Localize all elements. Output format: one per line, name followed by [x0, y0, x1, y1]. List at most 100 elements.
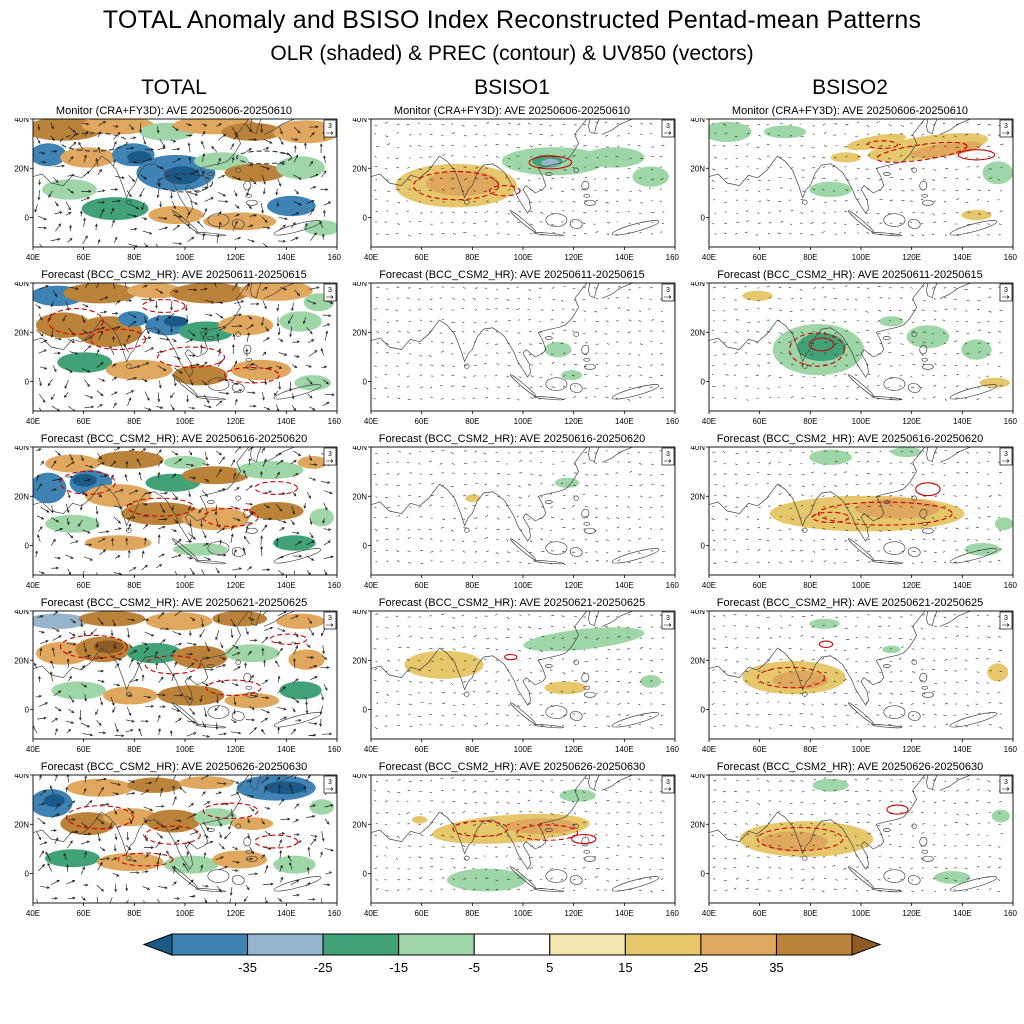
x-tick-label: 60E [77, 417, 91, 426]
vector-reference-value: 3 [1004, 123, 1008, 130]
panel-title: Forecast (BCC_CSM2_HR): AVE 20250616-202… [716, 433, 984, 445]
olr-shaded-region [33, 613, 88, 629]
x-tick-label: 160E [666, 253, 679, 262]
olr-shaded-region [447, 868, 526, 892]
y-tick-label: 20N [690, 164, 705, 173]
olr-shaded-region [121, 502, 201, 526]
y-tick-label: 40N [14, 118, 29, 124]
olr-shaded-region [279, 681, 322, 700]
y-tick-label: 20N [690, 492, 705, 501]
prec-contour [269, 633, 308, 645]
colorbar-label: -15 [389, 960, 408, 975]
x-tick-label: 160E [328, 745, 341, 754]
colorbar-segment [398, 933, 475, 956]
y-tick-label: 20N [352, 656, 367, 665]
x-tick-label: 40E [702, 745, 716, 754]
panel-title: Monitor (CRA+FY3D): AVE 20250606-2025061… [393, 105, 631, 117]
coastline [709, 447, 998, 565]
wind-vectors [373, 777, 665, 893]
x-tick-label: 100E [852, 253, 871, 262]
olr-shaded-region [239, 283, 313, 301]
prec-contour [757, 666, 826, 689]
y-tick-label: 20N [14, 656, 29, 665]
x-tick-label: 40E [364, 417, 378, 426]
x-tick-label: 160E [328, 909, 341, 918]
x-tick-label: 140E [277, 909, 296, 918]
x-tick-label: 100E [176, 909, 195, 918]
wind-vectors [711, 450, 1004, 565]
x-tick-label: 40E [364, 745, 378, 754]
x-tick-label: 80E [803, 581, 817, 590]
olr-shaded-region [33, 472, 67, 504]
map: 3 40E 60E 80E 100E 120E 140E 160E 40N 20N 0 [14, 774, 341, 918]
wind-vectors [373, 613, 665, 730]
olr-shaded-region [96, 853, 164, 871]
x-tick-label: 160E [666, 581, 679, 590]
y-tick-label: 40N [14, 446, 29, 452]
coastline [371, 119, 660, 237]
panel-title: Forecast (BCC_CSM2_HR): AVE 20250616-202… [40, 433, 308, 445]
prec-contour [202, 507, 259, 527]
olr-shaded-region [273, 535, 316, 551]
y-tick-label: 40N [14, 282, 29, 288]
prec-contour [504, 653, 518, 661]
olr-shaded-region [412, 816, 428, 824]
x-tick-label: 100E [176, 581, 195, 590]
olr-shaded-region [267, 195, 316, 217]
olr-shaded-region [127, 283, 182, 299]
x-tick-label: 160E [1004, 253, 1017, 262]
olr-shaded-region [182, 466, 249, 485]
prec-contour [126, 497, 195, 517]
x-tick-label: 160E [1004, 909, 1017, 918]
coastline [709, 119, 998, 237]
x-tick-label: 160E [1004, 581, 1017, 590]
x-tick-label: 40E [702, 909, 716, 918]
olr-shaded-region [230, 817, 274, 830]
olr-shaded-region [224, 163, 286, 182]
panel-title: Forecast (BCC_CSM2_HR): AVE 20250621-202… [716, 597, 984, 609]
x-tick-label: 100E [514, 417, 533, 426]
prec-contour [117, 852, 174, 867]
y-tick-label: 20N [352, 328, 367, 337]
y-tick-label: 0 [363, 706, 368, 715]
x-tick-label: 80E [465, 253, 479, 262]
y-tick-label: 0 [25, 214, 30, 223]
x-tick-label: 40E [364, 253, 378, 262]
y-tick-label: 0 [25, 706, 30, 715]
y-tick-label: 0 [25, 542, 30, 551]
x-tick-label: 100E [176, 253, 195, 262]
panel-title: Forecast (BCC_CSM2_HR): AVE 20250626-202… [378, 761, 646, 773]
x-tick-label: 140E [615, 253, 634, 262]
vector-reference-value: 3 [666, 451, 670, 458]
map: 3 40E 60E 80E 100E 120E 140E 160E 40N 20N 0 [352, 774, 679, 918]
olr-shaded-region [93, 640, 125, 654]
olr-shaded-region [60, 812, 116, 836]
olr-shaded-region [236, 461, 304, 479]
coastline [371, 283, 660, 401]
wind-vectors [711, 613, 1003, 729]
x-tick-label: 100E [514, 745, 533, 754]
x-tick-label: 60E [415, 417, 429, 426]
vector-reference-value: 3 [328, 287, 332, 294]
vector-reference-box: 3 [999, 775, 1013, 794]
x-tick-label: 140E [953, 253, 972, 262]
map: 3 40E 60E 80E 100E 120E 140E 160E 40N 20N 0 [352, 282, 679, 426]
x-tick-label: 120E [902, 909, 921, 918]
x-tick-label: 100E [514, 909, 533, 918]
colorbar-segment [171, 933, 249, 956]
x-tick-label: 60E [415, 253, 429, 262]
olr-shaded-region [163, 166, 201, 185]
panel-title: Monitor (CRA+FY3D): AVE 20250606-2025061… [55, 105, 293, 117]
x-tick-label: 140E [953, 581, 972, 590]
olr-shaded-region [33, 143, 67, 167]
olr-shaded-region [544, 341, 572, 358]
x-tick-label: 120E [902, 417, 921, 426]
x-tick-label: 100E [514, 581, 533, 590]
olr-shaded-region [425, 170, 499, 196]
y-tick-label: 0 [363, 378, 368, 387]
prec-contour [144, 825, 201, 845]
olr-shaded-region [559, 789, 596, 802]
y-tick-label: 0 [25, 378, 30, 387]
olr-shaded-region [297, 456, 328, 469]
x-tick-label: 140E [277, 253, 296, 262]
